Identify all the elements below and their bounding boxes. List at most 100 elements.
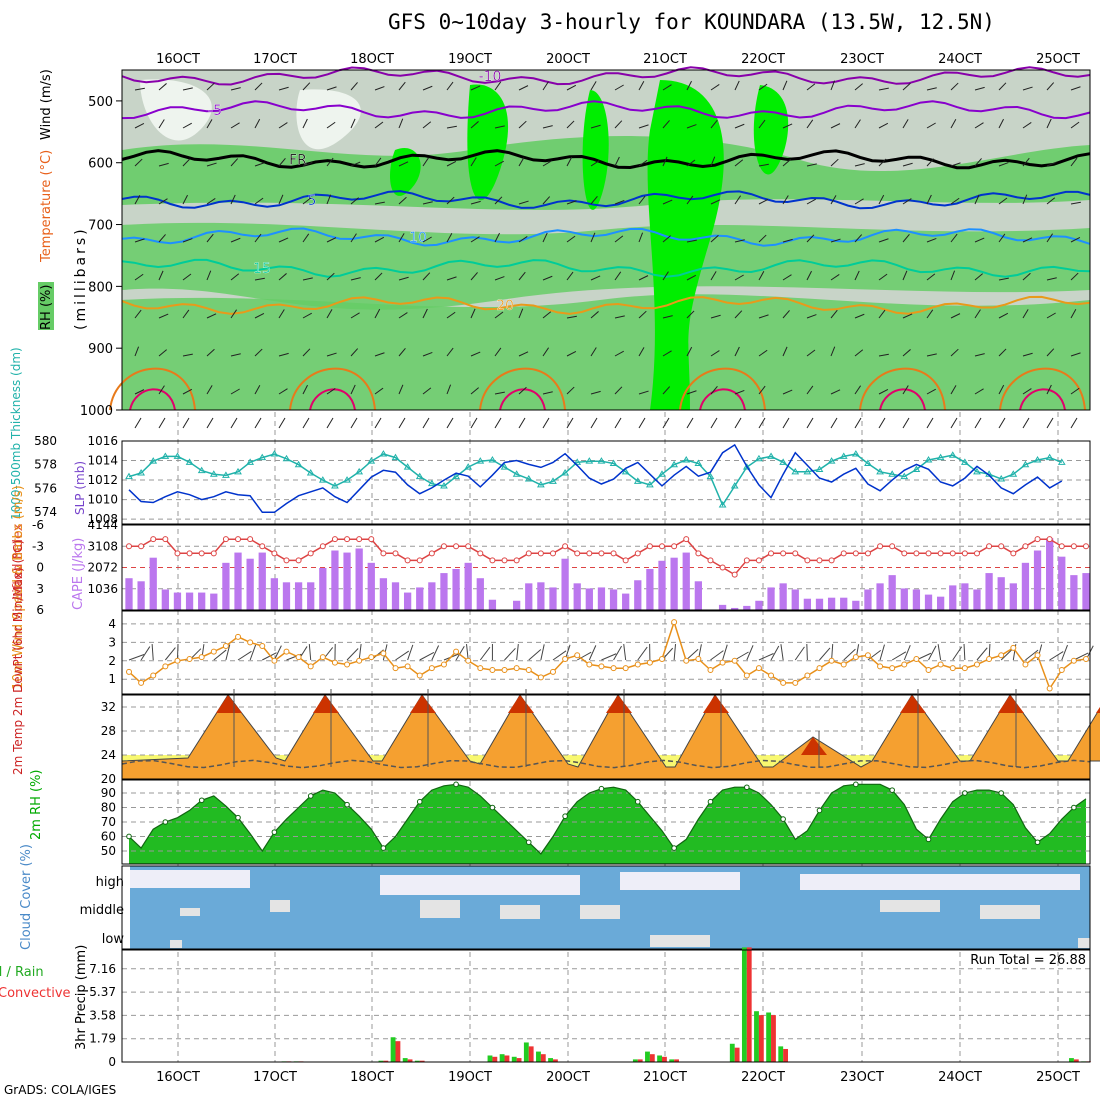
- cape-bar: [936, 596, 945, 610]
- precip-convective-bar: [504, 1055, 510, 1062]
- wind-barb: [326, 272, 335, 281]
- wind10m-line-point: [937, 661, 944, 668]
- x-tick-label-top: 18OCT: [350, 52, 394, 67]
- slp-tick: 1010: [87, 493, 118, 507]
- temp2m-frame: [121, 694, 1091, 780]
- chart-title: GFS 0~10day 3-hourly for KOUNDARA (13.5W…: [388, 10, 995, 34]
- isotherm-loop: [129, 388, 176, 411]
- wind10m-barb: [176, 643, 179, 661]
- x-tick-label-bottom: 22OCT: [741, 1070, 785, 1085]
- lifted-index-line-point: [852, 550, 859, 557]
- wind10m-line-point: [416, 672, 423, 679]
- wind-barb: [998, 312, 1009, 319]
- wind-barb: [926, 122, 936, 129]
- thickness-line-point: [888, 470, 897, 477]
- rh2m-point: [707, 798, 714, 805]
- wind-barb: [998, 197, 1008, 205]
- wind10m-barb: [685, 648, 699, 661]
- legend-total-rain: Total / Rain: [0, 965, 44, 980]
- surface-barb: [950, 417, 958, 429]
- wind-barb: [662, 235, 671, 243]
- thickness-line-point: [585, 457, 594, 464]
- wind-barb: [878, 389, 889, 395]
- surface-barb: [566, 417, 574, 429]
- cloud-clear: [130, 870, 250, 888]
- wind-barb: [710, 314, 721, 319]
- wind-barb: [806, 349, 816, 357]
- thickness-line-point: [864, 459, 872, 467]
- wind-barb: [230, 158, 239, 167]
- wind-barb: [854, 198, 864, 205]
- precip-total-bar: [499, 1054, 505, 1062]
- wind10m-line-point: [1070, 657, 1077, 664]
- cape-bar: [355, 548, 363, 610]
- temp2m-peak: [801, 737, 827, 755]
- x-tick-label-top: 25OCT: [1036, 52, 1080, 67]
- cloud-clear: [620, 872, 740, 890]
- wind-barb: [974, 353, 985, 357]
- cloud-clear: [380, 875, 580, 895]
- wind-barb: [158, 313, 169, 319]
- isotherm-label: FR: [289, 153, 307, 169]
- wind-barb: [470, 351, 481, 357]
- thickness-line-point: [427, 479, 436, 487]
- wind-barb: [638, 275, 649, 281]
- wind-barb: [230, 237, 241, 243]
- wind10m-barb: [466, 644, 469, 661]
- rh2m-point: [816, 807, 823, 814]
- cape-bar: [670, 557, 678, 610]
- wind-barb: [614, 271, 622, 281]
- wind-barb: [806, 198, 816, 205]
- wind10m-line-point: [562, 655, 569, 662]
- wind10m-line-point: [331, 659, 338, 666]
- wind-barb: [374, 387, 384, 395]
- cape-bar: [452, 568, 460, 610]
- cape-bar: [1046, 538, 1054, 610]
- wind-barb: [686, 80, 692, 91]
- cape-bar: [149, 557, 157, 610]
- wind-barb: [590, 124, 601, 129]
- cape-bar: [222, 562, 230, 610]
- wind-barb: [926, 388, 936, 395]
- cape-bar: [767, 587, 775, 610]
- wind-barb: [278, 352, 289, 357]
- wind-barb: [422, 236, 432, 243]
- wind-barb: [638, 195, 646, 205]
- wind-barb: [158, 270, 164, 281]
- wind-barb: [302, 118, 308, 129]
- wind-barb: [806, 314, 817, 319]
- wind-barb: [254, 162, 265, 167]
- wind-barb: [1070, 237, 1081, 243]
- upper-air-frame: [121, 69, 1091, 411]
- wind-barb: [974, 309, 981, 319]
- wind-barb: [782, 389, 793, 395]
- wind-barb: [614, 120, 623, 129]
- thickness-line-point: [706, 472, 715, 480]
- li-tick: 6: [36, 603, 44, 617]
- rh2m-point: [744, 784, 750, 791]
- surface-barb: [590, 417, 598, 429]
- wind-barb: [974, 158, 982, 167]
- slp-line: [128, 443, 1063, 514]
- wind-barb: [806, 163, 817, 167]
- wind-barb: [878, 87, 889, 91]
- wind10m-barb: [952, 646, 963, 661]
- wind-barb: [302, 277, 313, 281]
- wind-barb: [662, 120, 670, 129]
- wind10m-line-point: [465, 657, 472, 664]
- cape-bar: [403, 592, 412, 610]
- wind10m-line-point: [828, 657, 835, 664]
- thickness-line-point: [415, 472, 424, 480]
- wind-barb: [758, 314, 769, 319]
- lifted-index-line-point: [501, 557, 508, 564]
- thickness-line-point: [222, 471, 230, 478]
- wind-barb: [830, 80, 836, 91]
- precip-total-bar: [645, 1051, 650, 1062]
- surface-barb: [182, 417, 190, 429]
- rh-saturated: [467, 84, 509, 201]
- lifted-index-line-point: [1046, 536, 1053, 543]
- wind-barb: [950, 119, 957, 129]
- wind10m-barb: [746, 645, 754, 661]
- wind-barb: [926, 353, 937, 357]
- wind-barb: [974, 122, 984, 129]
